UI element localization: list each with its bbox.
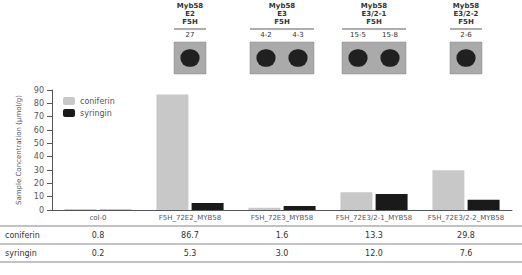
- svg-text:F5H: F5H: [458, 18, 474, 26]
- svg-text:F5H: F5H: [274, 18, 290, 26]
- svg-text:86.7: 86.7: [181, 231, 199, 240]
- svg-text:syringin: syringin: [5, 249, 37, 258]
- svg-text:E3: E3: [277, 10, 287, 18]
- svg-text:15-8: 15-8: [382, 31, 398, 39]
- svg-text:4-2: 4-2: [260, 31, 271, 39]
- svg-text:F5H_72E3/2-1_MYB58: F5H_72E3/2-1_MYB58: [336, 214, 412, 222]
- svg-text:Myb58: Myb58: [453, 2, 479, 10]
- svg-text:F5H_72E3/2-2_MYB58: F5H_72E3/2-2_MYB58: [428, 214, 504, 222]
- svg-text:27: 27: [186, 31, 195, 39]
- svg-text:20: 20: [34, 179, 44, 188]
- svg-text:10: 10: [34, 192, 44, 201]
- svg-text:40: 40: [34, 152, 44, 161]
- svg-text:Myb58: Myb58: [269, 2, 295, 10]
- svg-text:syringin: syringin: [80, 109, 112, 118]
- svg-text:E2: E2: [185, 10, 195, 18]
- svg-text:F5H: F5H: [366, 18, 382, 26]
- svg-text:0.2: 0.2: [92, 249, 105, 258]
- svg-text:50: 50: [34, 139, 44, 148]
- svg-text:F5H_72E2_MYB58: F5H_72E2_MYB58: [159, 214, 222, 222]
- svg-text:30: 30: [34, 166, 44, 175]
- svg-text:5.3: 5.3: [184, 249, 197, 258]
- svg-text:Myb58: Myb58: [361, 2, 387, 10]
- svg-text:E3/2-2: E3/2-2: [454, 10, 479, 18]
- svg-text:Myb58: Myb58: [177, 2, 203, 10]
- svg-text:70: 70: [34, 112, 44, 121]
- svg-text:60: 60: [34, 126, 44, 135]
- svg-text:13.3: 13.3: [365, 231, 383, 240]
- svg-text:80: 80: [34, 99, 44, 108]
- svg-text:coniferin: coniferin: [5, 231, 40, 240]
- svg-text:F5H: F5H: [182, 18, 198, 26]
- svg-text:F5H_72E3_MYB58: F5H_72E3_MYB58: [251, 214, 314, 222]
- svg-text:4-3: 4-3: [292, 31, 303, 39]
- svg-text:7.6: 7.6: [460, 249, 473, 258]
- svg-text:2-6: 2-6: [460, 31, 472, 39]
- svg-text:1.6: 1.6: [276, 231, 289, 240]
- svg-text:90: 90: [34, 86, 44, 95]
- svg-text:29.8: 29.8: [457, 231, 475, 240]
- svg-text:0: 0: [39, 206, 44, 215]
- svg-text:12.0: 12.0: [365, 249, 383, 258]
- svg-text:col-0: col-0: [89, 214, 106, 222]
- svg-text:15-5: 15-5: [350, 31, 366, 39]
- svg-text:coniferin: coniferin: [80, 97, 115, 106]
- svg-text:3.0: 3.0: [276, 249, 289, 258]
- svg-text:E3/2-1: E3/2-1: [362, 10, 387, 18]
- svg-text:0.8: 0.8: [92, 231, 105, 240]
- svg-text:Sample Concentration (μmol/g): Sample Concentration (μmol/g): [15, 95, 23, 205]
